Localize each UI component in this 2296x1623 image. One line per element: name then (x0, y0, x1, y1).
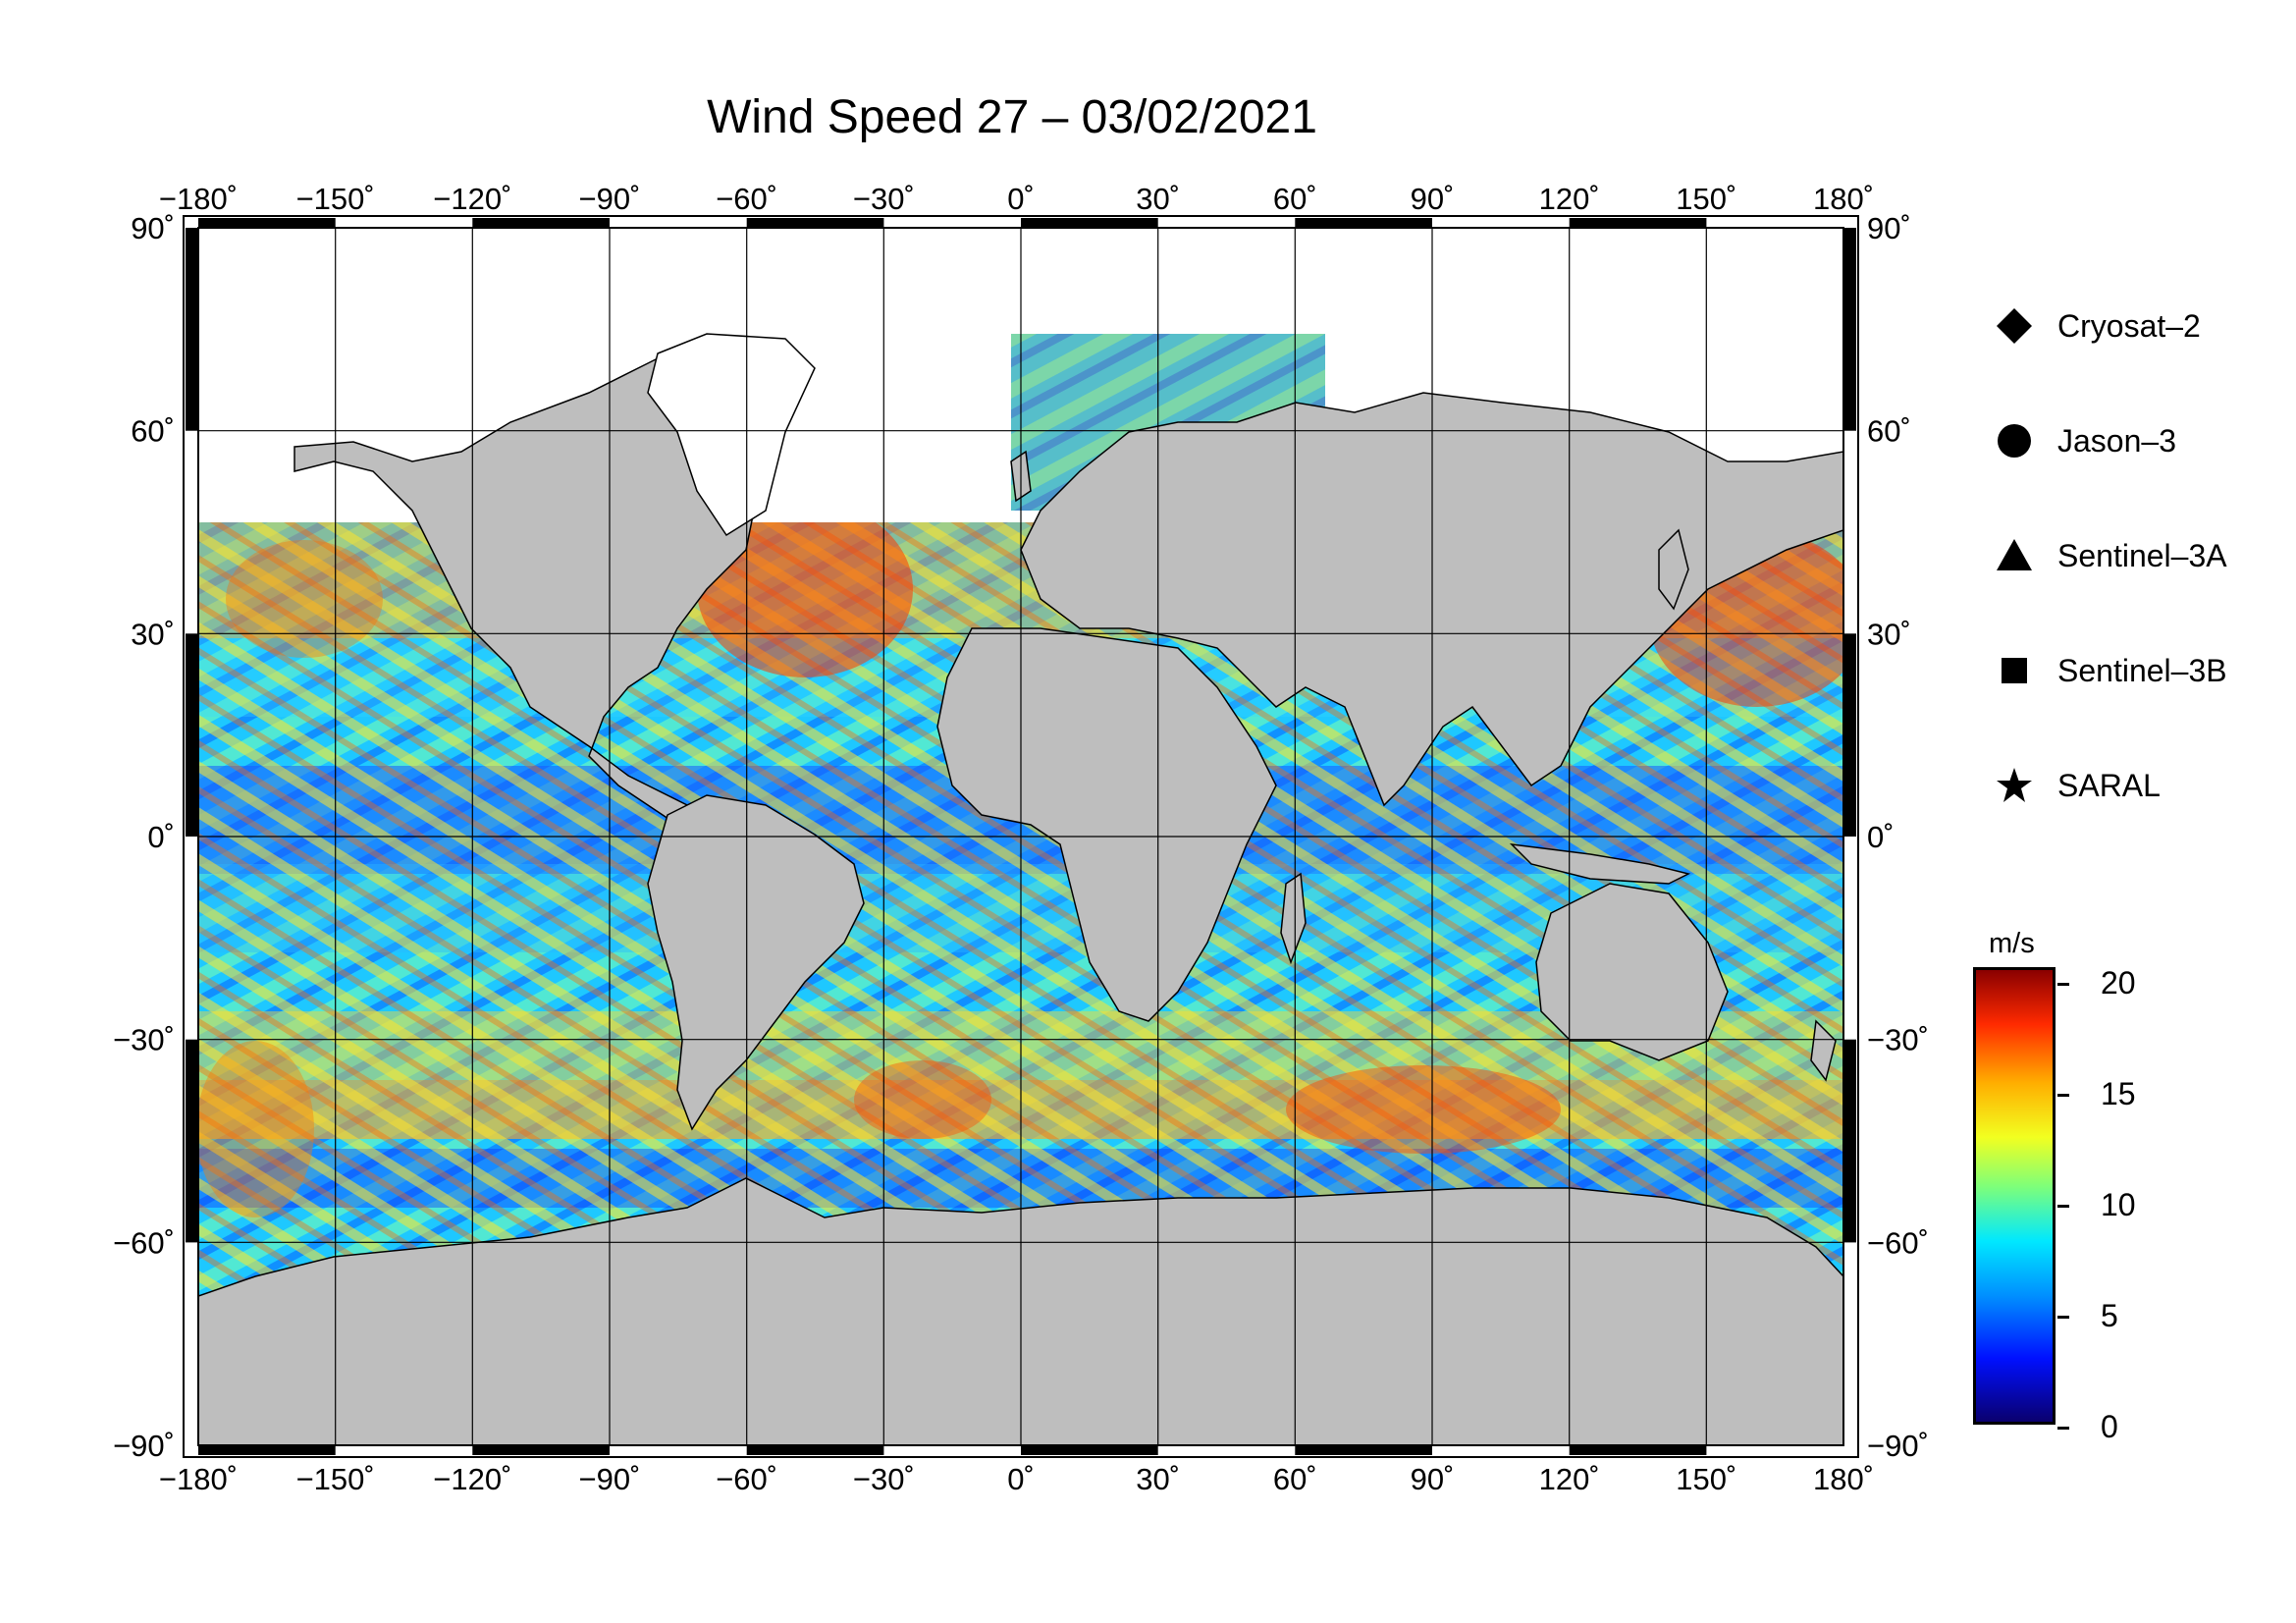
lon-tick-label: 120˚ (1539, 1462, 1600, 1496)
lon-tick-label: 90˚ (1411, 1462, 1455, 1496)
legend-item-saral: SARAL (1993, 764, 2161, 807)
diamond-icon (1993, 304, 2036, 348)
lon-tick-label: −150˚ (296, 1462, 375, 1496)
lon-tick-label: −180˚ (159, 1462, 238, 1496)
lon-tick-label: 150˚ (1676, 182, 1736, 216)
colorbar-label-15: 15 (2101, 1076, 2136, 1111)
colorbar-tick (2057, 1427, 2069, 1430)
legend-item-jason: Jason–3 (1993, 419, 2176, 462)
colorbar-label-10: 10 (2101, 1187, 2136, 1222)
lat-tick-label: −30˚ (1867, 1023, 1929, 1057)
lat-ticks-right: 90˚ 60˚ 30˚ 0˚ −30˚ −60˚ −90˚ (1867, 211, 1929, 1463)
map-title: Wind Speed 27 – 03/02/2021 (707, 91, 1317, 143)
lon-ticks-bottom: −180˚ −150˚ −120˚ −90˚ −60˚ −30˚ 0˚ 30˚ 60˚ 90˚ 12… (159, 1462, 1874, 1496)
north-america (294, 343, 757, 827)
lat-tick-label: −90˚ (1867, 1429, 1929, 1463)
lat-tick-label: 90˚ (1867, 211, 1911, 245)
africa (936, 627, 1277, 1022)
legend-item-sentinel3a: Sentinel–3A (1993, 534, 2227, 577)
japan (1658, 528, 1689, 611)
south-america (647, 794, 865, 1131)
lat-tick-label: 90˚ (131, 211, 175, 245)
lat-tick-label: 60˚ (1867, 414, 1911, 449)
lat-tick-label: 0˚ (1867, 820, 1895, 854)
lon-tick-label: 120˚ (1539, 182, 1600, 216)
lat-tick-label: 0˚ (147, 820, 175, 854)
madagascar (1280, 872, 1307, 965)
colorbar-tick (2057, 1316, 2069, 1319)
lat-tick-label: −60˚ (113, 1225, 175, 1260)
colorbar-gradient (1973, 967, 2056, 1425)
indonesia (1509, 842, 1691, 885)
lon-tick-label: 0˚ (1007, 182, 1035, 216)
lon-tick-label: 30˚ (1136, 1462, 1180, 1496)
lon-tick-label: 90˚ (1411, 182, 1455, 216)
lat-tick-label: −60˚ (1867, 1225, 1929, 1260)
legend-item-cryosat: Cryosat–2 (1993, 304, 2201, 348)
legend-label: Sentinel–3A (2057, 537, 2227, 573)
new-zealand (1810, 1019, 1837, 1082)
square-icon (1993, 649, 2036, 692)
star-icon (1993, 764, 2036, 807)
lon-tick-label: −60˚ (716, 182, 777, 216)
lat-tick-label: 60˚ (131, 414, 175, 449)
triangle-icon (1993, 534, 2036, 577)
legend-label: Jason–3 (2057, 422, 2176, 459)
lon-tick-label: −120˚ (433, 182, 511, 216)
lon-tick-label: −30˚ (853, 182, 915, 216)
colorbar-tick (2057, 1094, 2069, 1097)
lon-tick-label: 60˚ (1273, 182, 1317, 216)
lat-tick-label: −90˚ (113, 1429, 175, 1463)
map-frame (183, 215, 1859, 1458)
lon-ticks-top: −180˚ −150˚ −120˚ −90˚ −60˚ −30˚ 0˚ 30˚ 60˚ 90˚ 12… (159, 182, 1874, 216)
lon-tick-label: 180˚ (1813, 1462, 1874, 1496)
lon-tick-label: −150˚ (296, 182, 375, 216)
circle-icon (1993, 419, 2036, 462)
lon-tick-label: −120˚ (433, 1462, 511, 1496)
colorbar-tick (2057, 983, 2069, 986)
australia (1535, 883, 1729, 1061)
lon-tick-label: 150˚ (1676, 1462, 1736, 1496)
lon-tick-label: 60˚ (1273, 1462, 1317, 1496)
graticule (198, 228, 1843, 1445)
lon-tick-label: −90˚ (579, 1462, 641, 1496)
greenland (647, 333, 816, 537)
lat-tick-label: 30˚ (1867, 617, 1911, 651)
legend-label: Cryosat–2 (2057, 307, 2201, 344)
lon-tick-label: −180˚ (159, 182, 238, 216)
colorbar-tick (2057, 1205, 2069, 1208)
lon-tick-label: −60˚ (716, 1462, 777, 1496)
legend-label: SARAL (2057, 767, 2161, 803)
legend-label: Sentinel–3B (2057, 652, 2227, 688)
legend-item-sentinel3b: Sentinel–3B (1993, 649, 2227, 692)
lon-tick-label: 180˚ (1813, 182, 1874, 216)
lat-tick-label: −30˚ (113, 1023, 175, 1057)
lon-tick-label: 0˚ (1007, 1462, 1035, 1496)
colorbar-label-20: 20 (2101, 965, 2136, 1001)
lat-tick-label: 30˚ (131, 617, 175, 651)
colorbar-label-0: 0 (2101, 1409, 2118, 1444)
lon-tick-label: 30˚ (1136, 182, 1180, 216)
lon-tick-label: −30˚ (853, 1462, 915, 1496)
lon-tick-label: −90˚ (579, 182, 641, 216)
colorbar-unit: m/s (1989, 928, 2035, 959)
colorbar-label-5: 5 (2101, 1298, 2118, 1333)
lat-ticks-left: 90˚ 60˚ 30˚ 0˚ −30˚ −60˚ −90˚ (113, 211, 175, 1463)
